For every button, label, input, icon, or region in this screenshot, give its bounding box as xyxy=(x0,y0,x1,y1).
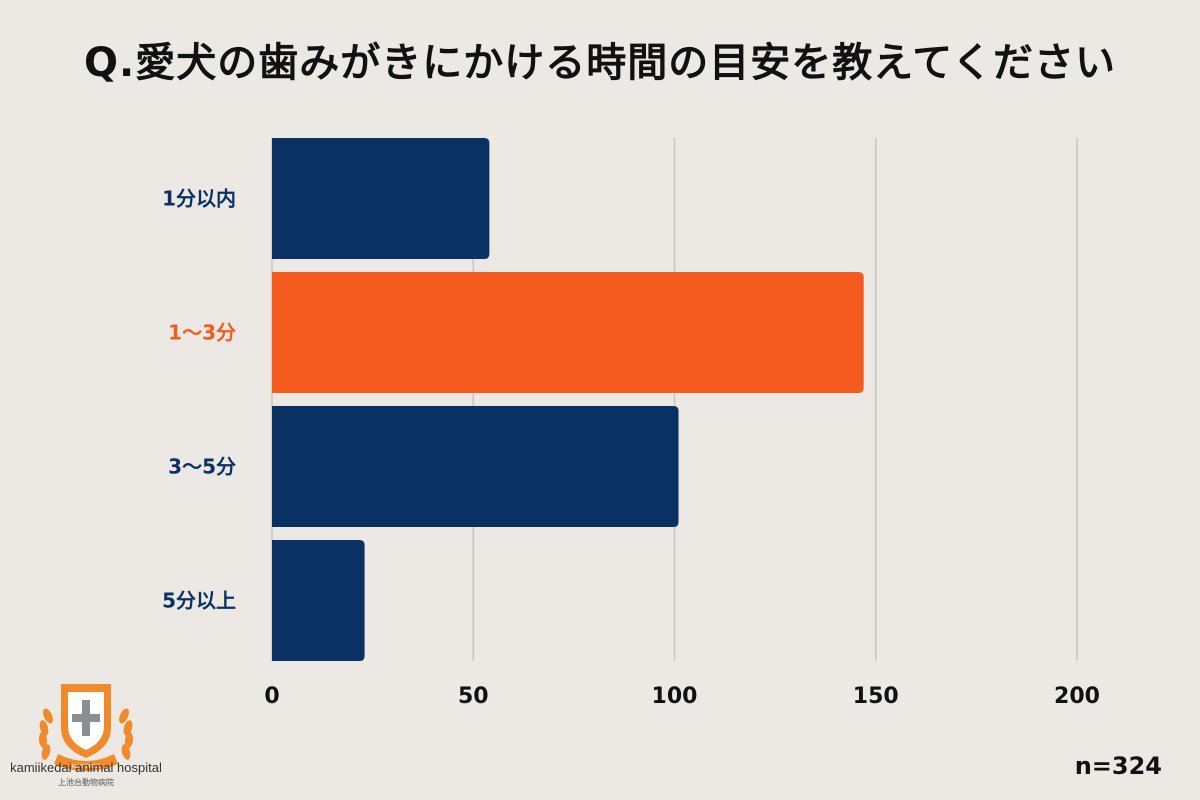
logo-badge-text: kamiikedai xyxy=(72,764,100,770)
bar xyxy=(272,138,490,259)
hospital-logo: kamiikedai xyxy=(38,684,134,771)
bar xyxy=(272,272,864,393)
y-tick-label: 5分以上 xyxy=(162,589,236,613)
x-axis-labels: 0 50 100 150 200 xyxy=(264,684,1100,709)
bars xyxy=(272,138,864,661)
x-tick-label: 150 xyxy=(853,684,899,709)
y-tick-label: 1〜3分 xyxy=(168,321,236,345)
x-tick-label: 100 xyxy=(652,684,698,709)
y-axis-labels: 1分以内 1〜3分 3〜5分 5分以上 xyxy=(162,187,236,613)
y-tick-label: 3〜5分 xyxy=(168,455,236,479)
y-tick-label: 1分以内 xyxy=(162,187,236,211)
x-tick-label: 200 xyxy=(1054,684,1100,709)
bar xyxy=(272,406,679,527)
chart-title: Q.愛犬の歯みがきにかける時間の目安を教えてください xyxy=(84,40,1116,86)
sample-size-label: n=324 xyxy=(1074,752,1162,780)
laurel-icon xyxy=(38,708,134,760)
x-tick-label: 50 xyxy=(458,684,489,709)
logo-subtitle: 上池台動物病院 xyxy=(58,778,114,787)
bar xyxy=(272,540,365,661)
logo-name: kamiikedai animal hospital xyxy=(10,760,162,775)
x-tick-label: 0 xyxy=(264,684,279,709)
